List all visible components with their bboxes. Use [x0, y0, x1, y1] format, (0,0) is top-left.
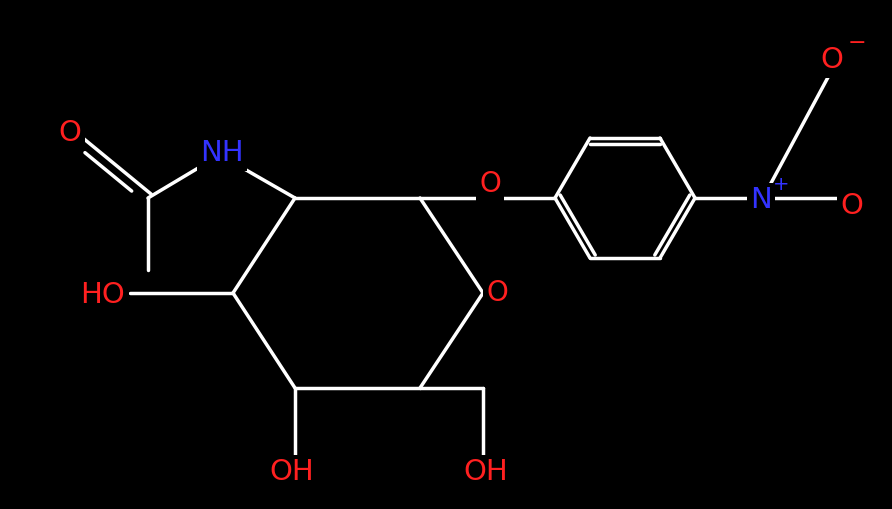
- Text: +: +: [772, 175, 789, 193]
- Text: O: O: [59, 119, 81, 147]
- Text: N: N: [750, 186, 772, 214]
- Text: O: O: [840, 192, 863, 220]
- Text: O: O: [821, 46, 844, 74]
- Text: −: −: [847, 33, 866, 53]
- Text: O: O: [486, 279, 508, 307]
- Text: O: O: [479, 170, 501, 198]
- Text: OH: OH: [269, 458, 314, 486]
- Text: NH: NH: [200, 139, 244, 167]
- Text: HO: HO: [80, 281, 125, 309]
- Text: OH: OH: [464, 458, 508, 486]
